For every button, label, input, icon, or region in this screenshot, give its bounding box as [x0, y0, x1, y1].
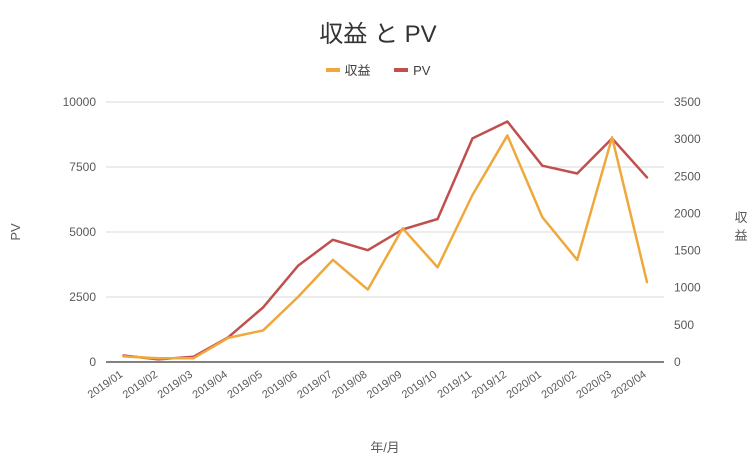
svg-text:2020/01: 2020/01 — [505, 369, 544, 402]
svg-text:2019/05: 2019/05 — [225, 369, 264, 402]
svg-text:2020/03: 2020/03 — [574, 369, 613, 402]
svg-text:3500: 3500 — [674, 95, 701, 109]
svg-text:2019/11: 2019/11 — [435, 369, 474, 401]
svg-text:2019/12: 2019/12 — [470, 369, 509, 402]
svg-text:3000: 3000 — [674, 132, 701, 146]
svg-text:2019/10: 2019/10 — [400, 369, 439, 402]
svg-text:2019/07: 2019/07 — [295, 369, 334, 402]
svg-text:2019/09: 2019/09 — [365, 369, 404, 402]
svg-text:2019/02: 2019/02 — [121, 369, 160, 402]
svg-text:1500: 1500 — [674, 244, 701, 258]
svg-text:2000: 2000 — [674, 206, 701, 220]
svg-text:10000: 10000 — [63, 95, 97, 109]
svg-text:2020/04: 2020/04 — [609, 369, 648, 402]
svg-text:PV: PV — [8, 223, 23, 241]
svg-text:0: 0 — [89, 355, 96, 369]
svg-text:2500: 2500 — [69, 290, 96, 304]
svg-text:2019/04: 2019/04 — [190, 369, 229, 402]
svg-text:2500: 2500 — [674, 169, 701, 183]
svg-text:益: 益 — [734, 228, 747, 243]
svg-text:1000: 1000 — [674, 281, 701, 295]
svg-text:2019/01: 2019/01 — [86, 369, 125, 402]
svg-text:2020/02: 2020/02 — [539, 369, 578, 402]
svg-text:年/月: 年/月 — [370, 440, 400, 455]
svg-text:0: 0 — [674, 355, 681, 369]
svg-text:5000: 5000 — [69, 225, 96, 239]
svg-text:2019/03: 2019/03 — [156, 369, 195, 402]
svg-text:2019/08: 2019/08 — [330, 369, 369, 402]
svg-text:2019/06: 2019/06 — [260, 369, 299, 402]
svg-text:収: 収 — [734, 210, 747, 225]
svg-text:7500: 7500 — [69, 160, 96, 174]
svg-text:500: 500 — [674, 318, 694, 332]
